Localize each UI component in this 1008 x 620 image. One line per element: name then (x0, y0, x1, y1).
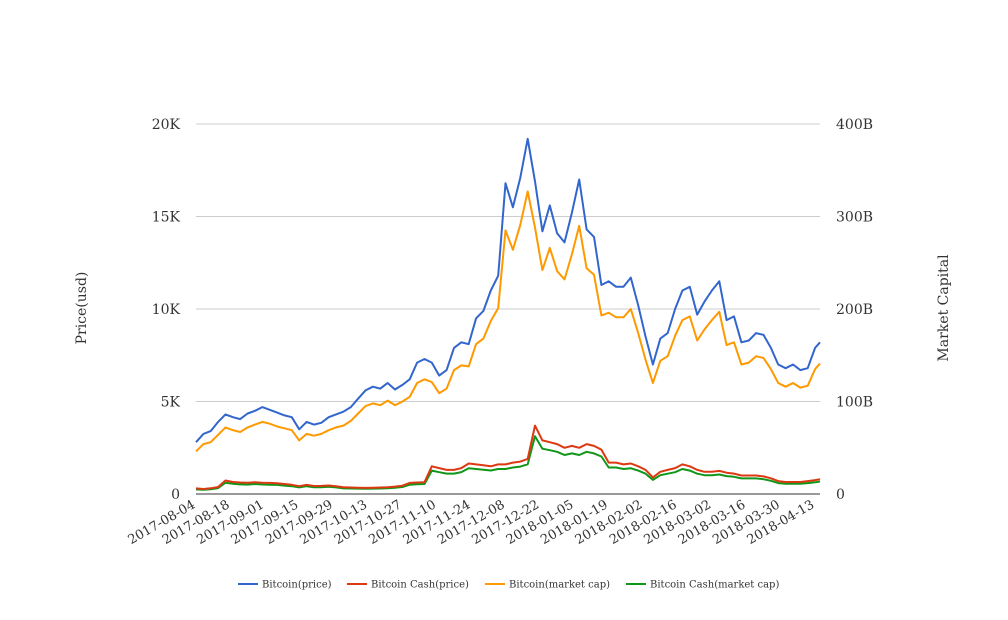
y-tick-label: 0 (171, 487, 180, 503)
series-line (195, 190, 821, 453)
legend-label: Bitcoin(price) (262, 580, 332, 591)
y-tick-label: 5K (161, 395, 181, 411)
legend-item: Bitcoin(market cap) (485, 580, 610, 591)
legend-label: Bitcoin(market cap) (509, 580, 610, 591)
gridlines (196, 123, 820, 402)
y2-tick-label: 200B (836, 302, 873, 318)
series-lines (195, 137, 821, 491)
legend-item: Bitcoin(price) (238, 580, 332, 591)
x-axis-ticks: 2017-08-042017-08-182017-09-012017-09-15… (126, 497, 817, 547)
y2-tick-label: 0 (836, 487, 845, 503)
y2-axis-title: Market Capital (936, 254, 952, 362)
y-tick-label: 10K (152, 302, 181, 318)
y-tick-label: 20K (152, 117, 181, 133)
y-axis-ticks: 0 5K 10K 15K 20K (152, 117, 181, 503)
series-line (195, 424, 821, 490)
legend-item: Bitcoin Cash(market cap) (626, 580, 779, 591)
legend-label: Bitcoin Cash(price) (371, 580, 469, 591)
y-tick-label: 15K (152, 210, 181, 226)
legend-label: Bitcoin Cash(market cap) (650, 580, 779, 591)
y2-tick-label: 100B (836, 395, 873, 411)
y2-tick-label: 300B (836, 210, 873, 226)
legend-item: Bitcoin Cash(price) (347, 580, 469, 591)
y2-axis-ticks: 0 100B 200B 300B 400B (836, 117, 873, 503)
series-line (195, 137, 821, 443)
y2-tick-label: 400B (836, 117, 873, 133)
legend: Bitcoin(price) Bitcoin Cash(price) Bitcoin… (238, 580, 779, 591)
y-axis-title: Price(usd) (74, 272, 90, 345)
series-line (195, 435, 821, 491)
